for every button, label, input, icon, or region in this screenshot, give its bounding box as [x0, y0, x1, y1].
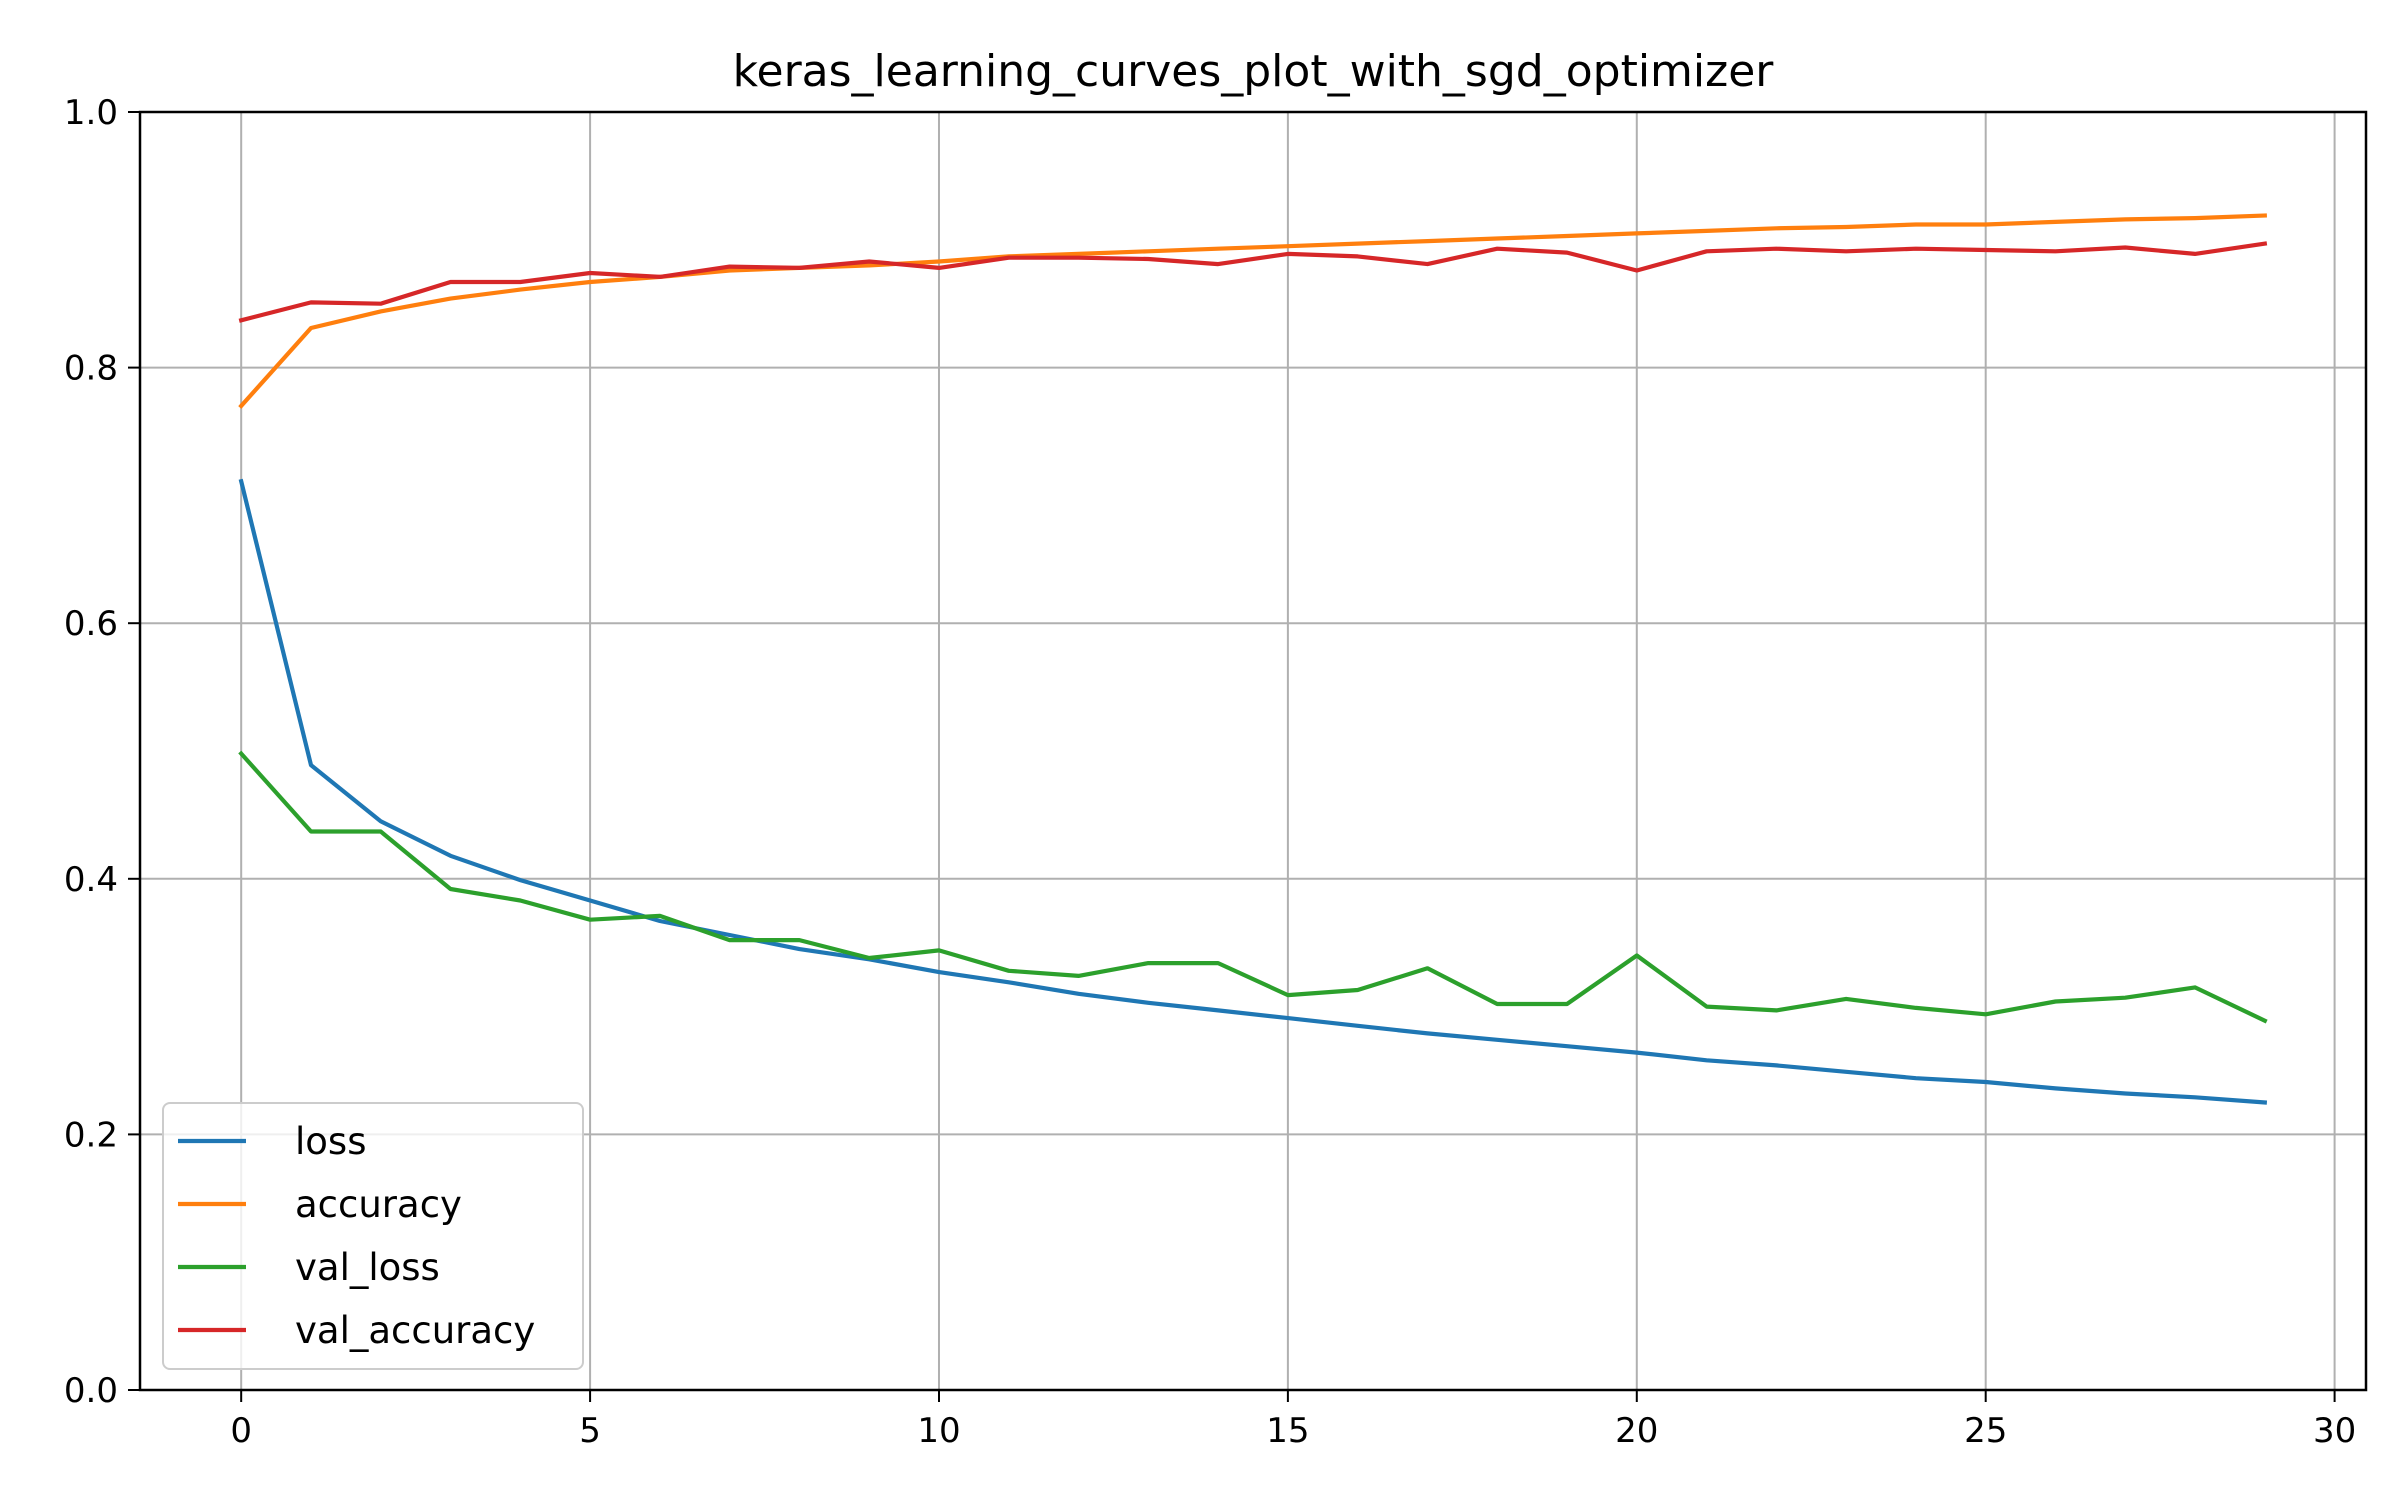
- y-tick-label: 0.8: [64, 349, 118, 389]
- y-tick-label: 0.6: [64, 604, 118, 644]
- x-tick-label: 20: [1615, 1411, 1658, 1451]
- series-line-val-accuracy: [238, 241, 2268, 323]
- series-line-val-loss: [238, 750, 2268, 1024]
- series-line-loss: [238, 478, 2268, 1105]
- x-tick-label: 25: [1964, 1411, 2007, 1451]
- y-tick-label: 0.0: [64, 1371, 118, 1411]
- y-tick-label: 1.0: [64, 93, 118, 133]
- axis-ticks: 0 5 10 15 20 25 30 0.0 0.2 0.4 0.6 0.8 1.0: [64, 93, 2356, 1451]
- legend-label-accuracy: accuracy: [295, 1183, 462, 1226]
- series-lines: [238, 213, 2268, 1105]
- x-tick-label: 5: [579, 1411, 601, 1451]
- legend-label-val-accuracy: val_accuracy: [295, 1309, 535, 1352]
- legend: loss accuracy val_loss val_accuracy: [162, 1102, 584, 1370]
- legend-box: [162, 1102, 584, 1370]
- x-tick-label: 10: [917, 1411, 960, 1451]
- chart-title: keras_learning_curves_plot_with_sgd_opti…: [733, 46, 1775, 97]
- legend-label-loss: loss: [295, 1120, 366, 1163]
- legend-label-val-loss: val_loss: [295, 1246, 440, 1289]
- y-tick-label: 0.2: [64, 1115, 118, 1155]
- x-tick-label: 0: [230, 1411, 252, 1451]
- x-tick-label: 30: [2313, 1411, 2356, 1451]
- plot-frame: [138, 110, 2368, 1392]
- y-tick-label: 0.4: [64, 860, 118, 900]
- x-tick-label: 15: [1266, 1411, 1309, 1451]
- series-line-accuracy: [238, 213, 2267, 409]
